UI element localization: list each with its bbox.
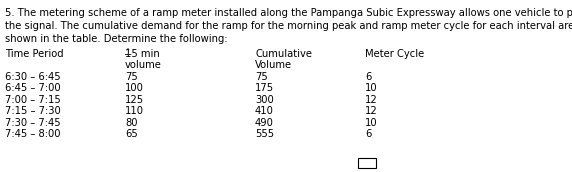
Text: 100: 100 (125, 83, 144, 93)
Text: 7:00 – 7:15: 7:00 – 7:15 (5, 95, 61, 105)
Text: 300: 300 (255, 95, 274, 105)
Text: 10: 10 (365, 117, 378, 127)
Text: 6: 6 (365, 72, 371, 82)
Text: 490: 490 (255, 117, 274, 127)
Text: Cumulative: Cumulative (255, 49, 312, 59)
Text: 65: 65 (125, 129, 138, 139)
Text: 7:15 – 7:30: 7:15 – 7:30 (5, 106, 61, 116)
Text: 6: 6 (365, 129, 371, 139)
Text: 6:45 – 7:00: 6:45 – 7:00 (5, 83, 61, 93)
Text: 110: 110 (125, 106, 144, 116)
Text: 75: 75 (125, 72, 138, 82)
Text: 75: 75 (255, 72, 268, 82)
Text: 12: 12 (365, 95, 378, 105)
Text: volume: volume (125, 60, 162, 70)
Text: Time Period: Time Period (5, 49, 63, 59)
Text: 7:45 – 8:00: 7:45 – 8:00 (5, 129, 61, 139)
Text: 7:30 – 7:45: 7:30 – 7:45 (5, 117, 61, 127)
Text: Volume: Volume (255, 60, 292, 70)
Text: 10: 10 (365, 83, 378, 93)
Text: the signal. The cumulative demand for the ramp for the morning peak and ramp met: the signal. The cumulative demand for th… (5, 21, 572, 31)
Text: 555: 555 (255, 129, 274, 139)
Text: 175: 175 (255, 83, 274, 93)
Text: 5. The metering scheme of a ramp meter installed along the Pampanga Subic Expres: 5. The metering scheme of a ramp meter i… (5, 8, 572, 18)
Bar (358, 158, 376, 168)
Text: 80: 80 (125, 117, 137, 127)
Text: 410: 410 (255, 106, 274, 116)
Text: 125: 125 (125, 95, 144, 105)
Text: 6:30 – 6:45: 6:30 – 6:45 (5, 72, 61, 82)
Text: 1̶̀5 min: 1̶̀5 min (125, 49, 160, 59)
Text: 12: 12 (365, 106, 378, 116)
Text: Meter Cycle: Meter Cycle (365, 49, 424, 59)
Text: shown in the table. Determine the following:: shown in the table. Determine the follow… (5, 34, 228, 44)
